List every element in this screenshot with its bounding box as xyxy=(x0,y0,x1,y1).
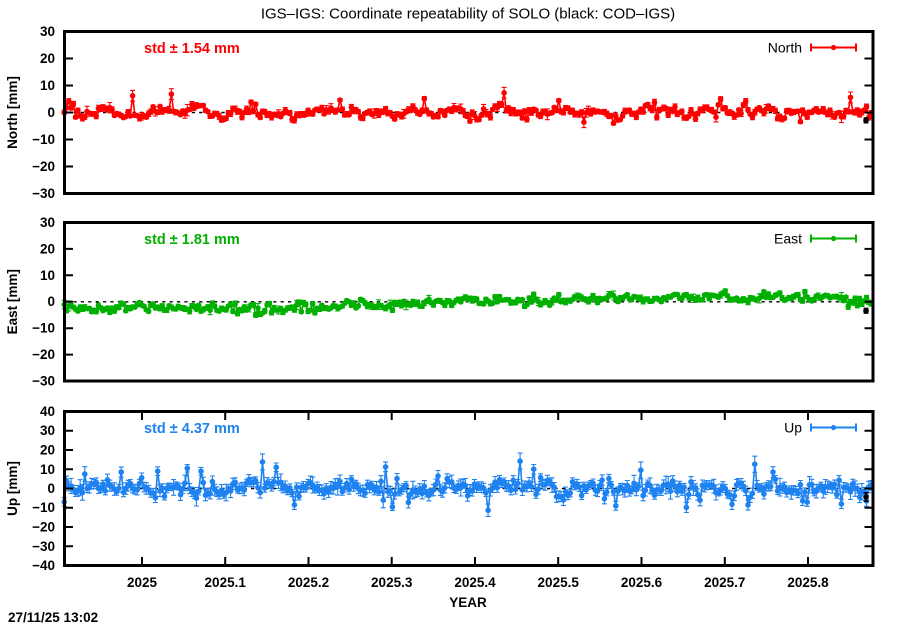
svg-text:2025: 2025 xyxy=(127,575,158,590)
svg-text:2025.1: 2025.1 xyxy=(205,575,247,590)
svg-text:−10: −10 xyxy=(32,321,55,336)
svg-text:30: 30 xyxy=(40,24,55,39)
svg-text:2025.8: 2025.8 xyxy=(787,575,829,590)
svg-text:std ± 1.54 mm: std ± 1.54 mm xyxy=(144,41,240,57)
svg-text:std ± 4.37 mm: std ± 4.37 mm xyxy=(144,421,240,437)
svg-text:−30: −30 xyxy=(32,539,55,554)
svg-text:North: North xyxy=(768,40,802,56)
svg-text:East: East xyxy=(774,231,802,247)
svg-text:2025.4: 2025.4 xyxy=(454,575,496,590)
svg-text:0: 0 xyxy=(47,294,55,309)
svg-text:2025.5: 2025.5 xyxy=(538,575,580,590)
svg-text:2025.7: 2025.7 xyxy=(704,575,745,590)
svg-text:YEAR: YEAR xyxy=(449,595,487,610)
svg-text:East [mm]: East [mm] xyxy=(5,269,20,334)
svg-text:10: 10 xyxy=(40,78,55,93)
svg-text:2025.6: 2025.6 xyxy=(621,575,663,590)
svg-text:−20: −20 xyxy=(32,347,55,362)
svg-text:30: 30 xyxy=(40,423,55,438)
svg-text:2025.2: 2025.2 xyxy=(288,575,329,590)
svg-text:27/11/25 13:02: 27/11/25 13:02 xyxy=(8,610,98,625)
svg-text:30: 30 xyxy=(40,215,55,230)
svg-text:20: 20 xyxy=(40,241,55,256)
svg-text:0: 0 xyxy=(47,481,55,496)
svg-text:0: 0 xyxy=(47,105,55,120)
svg-text:North [mm]: North [mm] xyxy=(5,76,20,149)
svg-text:−30: −30 xyxy=(32,186,55,201)
svg-text:Up [mm]: Up [mm] xyxy=(5,461,20,516)
svg-text:−30: −30 xyxy=(32,374,55,389)
svg-text:Up: Up xyxy=(784,420,802,436)
svg-text:40: 40 xyxy=(40,404,55,419)
svg-text:−20: −20 xyxy=(32,159,55,174)
svg-text:10: 10 xyxy=(40,268,55,283)
svg-text:20: 20 xyxy=(40,51,55,66)
svg-text:IGS–IGS: Coordinate repeatabil: IGS–IGS: Coordinate repeatability of SOL… xyxy=(261,6,675,23)
svg-text:−10: −10 xyxy=(32,132,55,147)
svg-text:std ± 1.81 mm: std ± 1.81 mm xyxy=(144,232,240,248)
svg-text:−10: −10 xyxy=(32,500,55,515)
svg-text:2025.3: 2025.3 xyxy=(371,575,413,590)
svg-text:−20: −20 xyxy=(32,520,55,535)
svg-text:10: 10 xyxy=(40,462,55,477)
svg-text:20: 20 xyxy=(40,443,55,458)
svg-text:−40: −40 xyxy=(32,558,55,573)
